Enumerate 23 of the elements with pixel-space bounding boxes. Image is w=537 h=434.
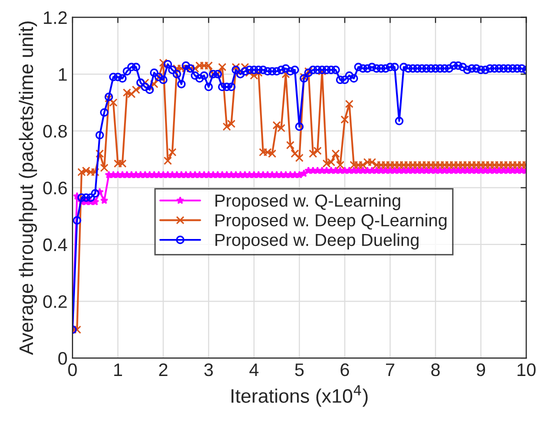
x-tick-label: 0 [68,363,77,376]
x-tick-label: 1 [114,364,122,376]
x-tick-label: 8 [431,363,440,376]
legend-label: Proposed w. Deep Dueling [215,233,419,250]
x-tick-label: 3 [204,363,213,376]
x-tick-label: 5 [295,364,304,376]
x-tick-label: 9 [476,363,486,376]
y-axis-title: Average throughput (packets/time unit) [18,22,37,356]
y-tick-label: 0.8 [43,124,67,138]
y-tick-label: 0.4 [43,238,68,252]
legend-label: Proposed w. Q-Learning [215,194,400,210]
y-tick-label: 1.2 [44,11,67,24]
x-tick-label: 6 [340,363,349,376]
x-axis-title: Iterations (x10$^{4}$) [232,385,368,407]
y-tick-label: 1 [58,68,67,81]
y-tick-label: 0 [58,352,67,365]
y-tick-label: 0.6 [43,182,67,194]
y-tick-label: 0.2 [43,295,67,308]
x-tick-label: 2 [159,363,168,376]
x-tick-label: 7 [386,364,394,376]
x-tick-label: 10 [518,363,536,376]
legend-label: Proposed w. Deep Q-Learning [215,214,446,230]
x-tick-label: 4 [249,364,258,376]
